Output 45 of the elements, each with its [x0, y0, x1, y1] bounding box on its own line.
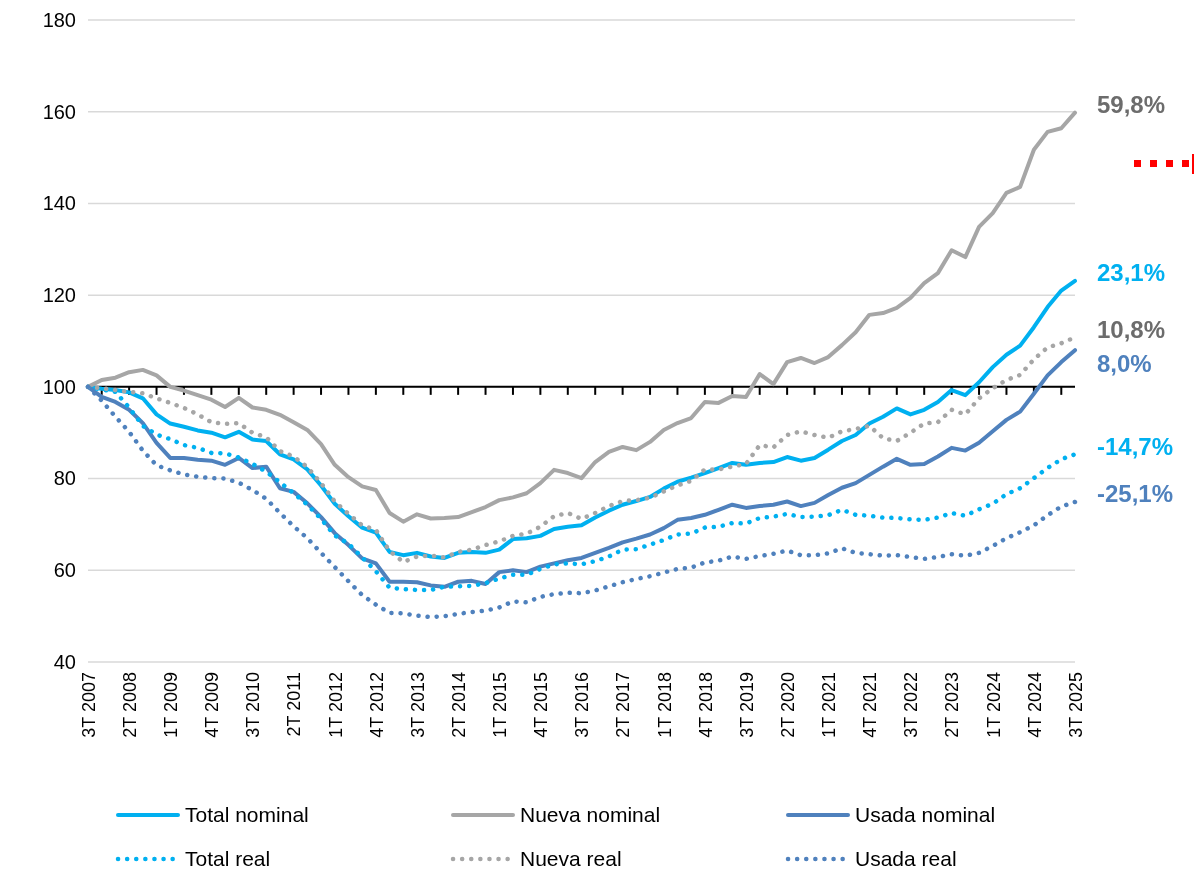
annotation: -14,7%: [1097, 432, 1174, 460]
annotation: 23,1%: [1097, 259, 1166, 287]
y-tick-label: 160: [42, 100, 76, 123]
x-tick-label: 1T 2012: [325, 672, 346, 738]
x-tick-label: 1T 2024: [983, 672, 1004, 738]
x-tick-label: 2T 2011: [284, 672, 305, 737]
x-tick-label: 1T 2021: [819, 672, 840, 738]
x-tick-label: 2T 2023: [942, 672, 963, 738]
x-tick-label: 4T 2018: [695, 672, 716, 738]
x-tick-label: 2T 2017: [613, 672, 634, 738]
x-tick-label: 3T 2013: [407, 672, 428, 738]
annotation: 59,8%: [1097, 91, 1166, 119]
annotation: 10,8%: [1097, 315, 1166, 343]
legend-label: Total real: [185, 847, 271, 871]
annotation: -25,1%: [1097, 480, 1174, 508]
x-tick-label: 3T 2019: [736, 672, 757, 738]
legend-label: Usada real: [855, 847, 957, 871]
x-tick-label: 2T 2020: [777, 672, 798, 738]
legend-label: Nueva nominal: [520, 803, 661, 827]
x-tick-label: 1T 2018: [654, 672, 675, 738]
legend-label: Total nominal: [185, 803, 309, 827]
x-tick-label: 3T 2025: [1065, 672, 1086, 738]
x-tick-label: 2T 2008: [119, 672, 140, 738]
y-tick-label: 140: [42, 192, 76, 215]
x-tick-label: 3T 2016: [572, 672, 593, 738]
x-tick-label: 4T 2024: [1024, 672, 1045, 738]
y-tick-label: 180: [42, 8, 76, 31]
x-tick-label: 2T 2014: [448, 672, 469, 738]
y-tick-label: 80: [53, 467, 76, 490]
x-tick-label: 3T 2022: [901, 672, 922, 738]
x-tick-label: 1T 2009: [161, 672, 182, 738]
x-tick-label: 4T 2021: [860, 672, 881, 738]
legend-label: Nueva real: [520, 847, 622, 871]
x-tick-label: 4T 2009: [202, 672, 223, 738]
y-tick-label: 60: [53, 559, 76, 582]
y-tick-label: 40: [53, 650, 76, 673]
y-tick-label: 120: [42, 284, 76, 307]
x-tick-label: 3T 2007: [78, 672, 99, 738]
x-tick-label: 4T 2012: [366, 672, 387, 738]
annotation: 8,0%: [1097, 349, 1152, 377]
y-tick-label: 100: [42, 375, 76, 398]
x-tick-label: 4T 2015: [531, 672, 552, 738]
x-tick-label: 3T 2010: [243, 672, 264, 738]
legend-label: Usada nominal: [855, 803, 996, 827]
x-tick-label: 1T 2015: [490, 672, 511, 738]
